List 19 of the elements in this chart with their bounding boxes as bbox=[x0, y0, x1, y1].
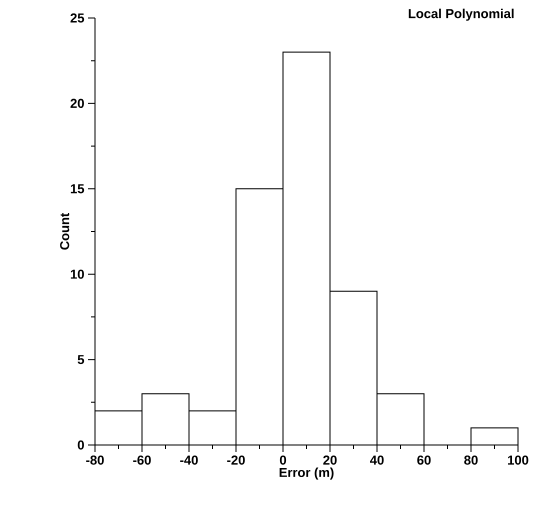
x-tick-label: 20 bbox=[323, 456, 337, 465]
x-axis-title: Error (m) bbox=[280, 468, 334, 480]
x-tick-label: 60 bbox=[417, 456, 431, 465]
y-tick-label: 25 bbox=[70, 13, 84, 23]
x-tick-label: -80 bbox=[86, 456, 104, 465]
y-tick-label: 15 bbox=[70, 184, 84, 194]
x-tick-label: -40 bbox=[180, 456, 198, 465]
x-tick-label: -60 bbox=[133, 456, 151, 465]
x-tick-label: -20 bbox=[227, 456, 245, 465]
y-tick-label: 0 bbox=[78, 440, 84, 450]
y-axis-title: Count bbox=[60, 212, 70, 250]
y-tick-label: 10 bbox=[70, 270, 84, 279]
x-tick-label: 40 bbox=[370, 456, 384, 465]
x-tick-label: 0 bbox=[280, 456, 286, 465]
y-tick-label: 20 bbox=[70, 98, 84, 108]
chart-title: Local Polynomial bbox=[408, 8, 514, 21]
y-tick-label: 5 bbox=[78, 355, 84, 364]
x-tick-label: 100 bbox=[508, 456, 528, 465]
x-tick-label: 80 bbox=[464, 456, 478, 465]
